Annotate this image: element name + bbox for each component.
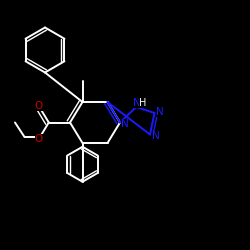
Text: N: N [156, 107, 164, 117]
Text: N: N [120, 119, 128, 129]
Text: O: O [34, 101, 43, 111]
Text: H: H [139, 98, 146, 108]
Text: N: N [133, 98, 141, 108]
Text: O: O [34, 134, 43, 144]
Text: N: N [152, 131, 160, 141]
